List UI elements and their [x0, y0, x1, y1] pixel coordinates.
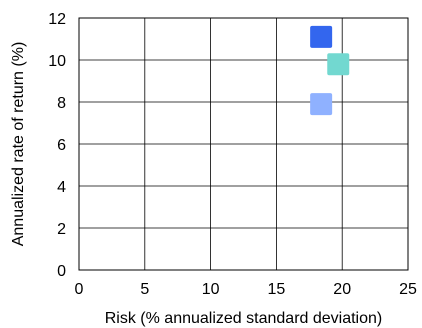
- x-tick-label: 0: [75, 281, 84, 298]
- scatter-point-3: [310, 93, 333, 116]
- grid: [78, 17, 409, 271]
- data-points: [310, 25, 350, 116]
- y-axis-ticks: 0 2 4 6 8 10 12: [48, 11, 66, 280]
- x-tick-label: 5: [140, 281, 149, 298]
- x-tick-label: 10: [202, 281, 220, 298]
- x-axis-ticks: 0 5 10 15 20 25: [75, 281, 417, 298]
- y-tick-label: 4: [57, 179, 66, 196]
- plot-area-frame: [78, 17, 409, 271]
- y-tick-label: 8: [57, 95, 66, 112]
- y-tick-label: 10: [48, 53, 66, 70]
- y-tick-label: 12: [48, 11, 66, 28]
- x-axis-title: Risk (% annualized standard deviation): [105, 310, 382, 327]
- x-tick-label: 20: [333, 281, 351, 298]
- x-tick-label: 15: [268, 281, 286, 298]
- y-tick-label: 2: [57, 221, 66, 238]
- y-tick-label: 0: [57, 263, 66, 280]
- scatter-point-1: [310, 25, 333, 48]
- x-tick-label: 25: [399, 281, 417, 298]
- y-axis-title: Annualized rate of return (%): [10, 42, 27, 247]
- y-tick-label: 6: [57, 137, 66, 154]
- scatter-point-2: [327, 53, 350, 76]
